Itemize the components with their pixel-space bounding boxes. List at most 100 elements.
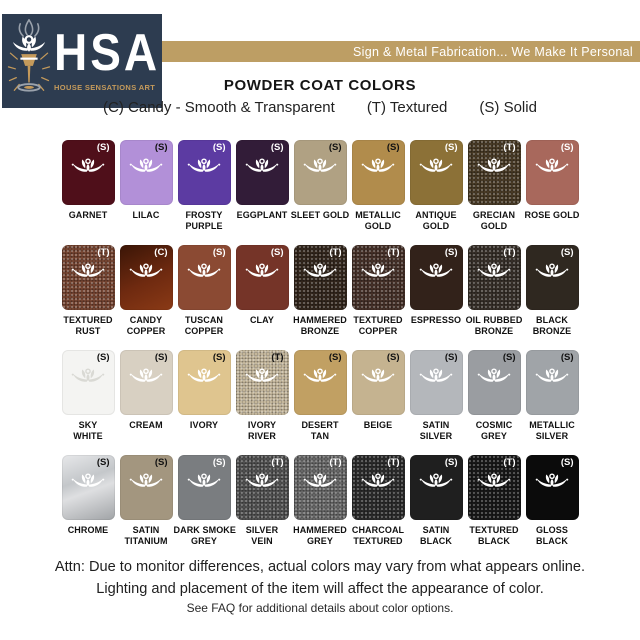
tagline-banner: Sign & Metal Fabrication... We Make It P… bbox=[162, 41, 640, 62]
swatch-cell: (T) HAMMERED GREY bbox=[293, 455, 347, 546]
finish-code: (S) bbox=[328, 352, 342, 363]
swatch-cell: (T) TEXTURED BLACK bbox=[467, 455, 521, 546]
color-chip: (S) bbox=[409, 350, 463, 415]
swatch-name: SATIN SILVER bbox=[419, 420, 453, 441]
finish-code: (S) bbox=[502, 352, 516, 363]
finish-code: (T) bbox=[329, 457, 342, 468]
color-chip: (S) bbox=[351, 350, 405, 415]
lotus-icon bbox=[361, 263, 395, 277]
color-chip: (T) bbox=[235, 455, 289, 520]
color-chip: (S) bbox=[293, 140, 347, 205]
legend-item-textured: (T) Textured bbox=[366, 99, 448, 116]
color-chip: (T) bbox=[293, 455, 347, 520]
color-chip: (S) bbox=[61, 350, 115, 415]
color-chip: (S) bbox=[409, 245, 463, 310]
color-chip: (T) bbox=[351, 245, 405, 310]
color-chip: (S) bbox=[119, 455, 173, 520]
color-chip: (S) bbox=[61, 455, 115, 520]
legend-item-candy: (C) Candy - Smooth & Transparent bbox=[103, 99, 335, 116]
swatch-cell: (S) BLACK BRONZE bbox=[525, 245, 579, 336]
logo-acronym: HSA bbox=[54, 22, 161, 82]
lotus-icon bbox=[535, 368, 569, 382]
color-chip: (T) bbox=[467, 245, 521, 310]
finish-code: (C) bbox=[154, 247, 168, 258]
swatch-name: ANTIQUE GOLD bbox=[415, 210, 457, 231]
color-chip: (S) bbox=[409, 140, 463, 205]
lotus-icon bbox=[419, 263, 453, 277]
color-chip: (S) bbox=[525, 455, 579, 520]
swatch-cell: (T) TEXTURED COPPER bbox=[351, 245, 405, 336]
swatch-name: BLACK BRONZE bbox=[532, 315, 572, 336]
finish-legend: (C) Candy - Smooth & Transparent (T) Tex… bbox=[0, 99, 640, 116]
swatch-name: TEXTURED BLACK bbox=[469, 525, 519, 546]
lotus-icon bbox=[535, 263, 569, 277]
lotus-icon bbox=[477, 368, 511, 382]
swatch-cell: (S) SLEET GOLD bbox=[291, 140, 349, 231]
swatch-cell: (T) SILVER VEIN bbox=[235, 455, 289, 546]
swatch-name: GLOSS BLACK bbox=[535, 525, 568, 546]
color-chip: (S) bbox=[61, 140, 115, 205]
swatch-name: METALLIC GOLD bbox=[355, 210, 401, 231]
swatch-cell: (C) CANDY COPPER bbox=[119, 245, 173, 336]
swatch-cell: (S) DESERT TAN bbox=[293, 350, 347, 441]
finish-code: (S) bbox=[444, 352, 458, 363]
finish-code: (T) bbox=[387, 457, 400, 468]
color-chip: (S) bbox=[119, 350, 173, 415]
lotus-icon bbox=[477, 473, 511, 487]
finish-code: (T) bbox=[503, 457, 516, 468]
finish-code: (T) bbox=[387, 247, 400, 258]
swatch-cell: (S) DARK SMOKE GREY bbox=[174, 455, 236, 546]
swatch-cell: (S) SKY WHITE bbox=[61, 350, 115, 441]
disclaimer-line1: Attn: Due to monitor differences, actual… bbox=[54, 559, 586, 575]
swatch-name: TEXTURED COPPER bbox=[353, 315, 403, 336]
lotus-icon bbox=[187, 473, 221, 487]
lotus-icon bbox=[71, 473, 105, 487]
swatch-cell: (S) FROSTY PURPLE bbox=[177, 140, 231, 231]
finish-code: (S) bbox=[96, 352, 110, 363]
swatch-cell: (S) COSMIC GREY bbox=[467, 350, 521, 441]
color-chip: (S) bbox=[177, 350, 231, 415]
color-chip: (S) bbox=[525, 245, 579, 310]
lotus-icon bbox=[535, 473, 569, 487]
finish-code: (T) bbox=[503, 142, 516, 153]
swatch-name: TUSCAN COPPER bbox=[184, 315, 224, 336]
swatch-name: CREAM bbox=[129, 420, 163, 430]
swatch-cell: (T) HAMMERED BRONZE bbox=[293, 245, 347, 336]
swatch-cell: (S) CHROME bbox=[61, 455, 115, 546]
swatch-name: CHROME bbox=[67, 525, 109, 535]
page-title: POWDER COAT COLORS bbox=[223, 77, 417, 94]
color-chip: (T) bbox=[61, 245, 115, 310]
color-chip: (T) bbox=[293, 245, 347, 310]
grid-row: (S) SKY WHITE (S) bbox=[0, 350, 640, 441]
lotus-icon bbox=[477, 158, 511, 172]
finish-code: (S) bbox=[212, 457, 226, 468]
lotus-icon bbox=[361, 158, 395, 172]
swatch-cell: (S) ANTIQUE GOLD bbox=[409, 140, 463, 231]
disclaimer-line2: Lighting and placement of the item will … bbox=[96, 581, 544, 597]
lotus-icon bbox=[245, 263, 279, 277]
swatch-name: LILAC bbox=[132, 210, 160, 220]
swatch-cell: (S) METALLIC GOLD bbox=[351, 140, 405, 231]
swatch-name: ROSE GOLD bbox=[524, 210, 580, 220]
finish-code: (S) bbox=[560, 352, 574, 363]
lotus-icon bbox=[71, 368, 105, 382]
color-chip: (S) bbox=[235, 245, 289, 310]
swatch-cell: (S) GLOSS BLACK bbox=[525, 455, 579, 546]
swatch-name: SKY WHITE bbox=[73, 420, 103, 441]
lotus-icon bbox=[303, 158, 337, 172]
color-chip: (S) bbox=[177, 245, 231, 310]
swatch-name: SILVER VEIN bbox=[245, 525, 279, 546]
swatch-name: CANDY COPPER bbox=[126, 315, 166, 336]
swatch-cell: (S) IVORY bbox=[177, 350, 231, 441]
swatch-cell: (S) ROSE GOLD bbox=[525, 140, 579, 231]
color-chip: (T) bbox=[235, 350, 289, 415]
swatch-cell: (T) CHARCOAL TEXTURED bbox=[351, 455, 405, 546]
finish-code: (S) bbox=[444, 142, 458, 153]
finish-code: (S) bbox=[386, 352, 400, 363]
swatch-cell: (T) GRECIAN GOLD bbox=[467, 140, 521, 231]
swatch-name: OIL RUBBED BRONZE bbox=[465, 315, 523, 336]
swatch-cell: (T) TEXTURED RUST bbox=[61, 245, 115, 336]
finish-code: (S) bbox=[444, 247, 458, 258]
lotus-icon bbox=[187, 158, 221, 172]
